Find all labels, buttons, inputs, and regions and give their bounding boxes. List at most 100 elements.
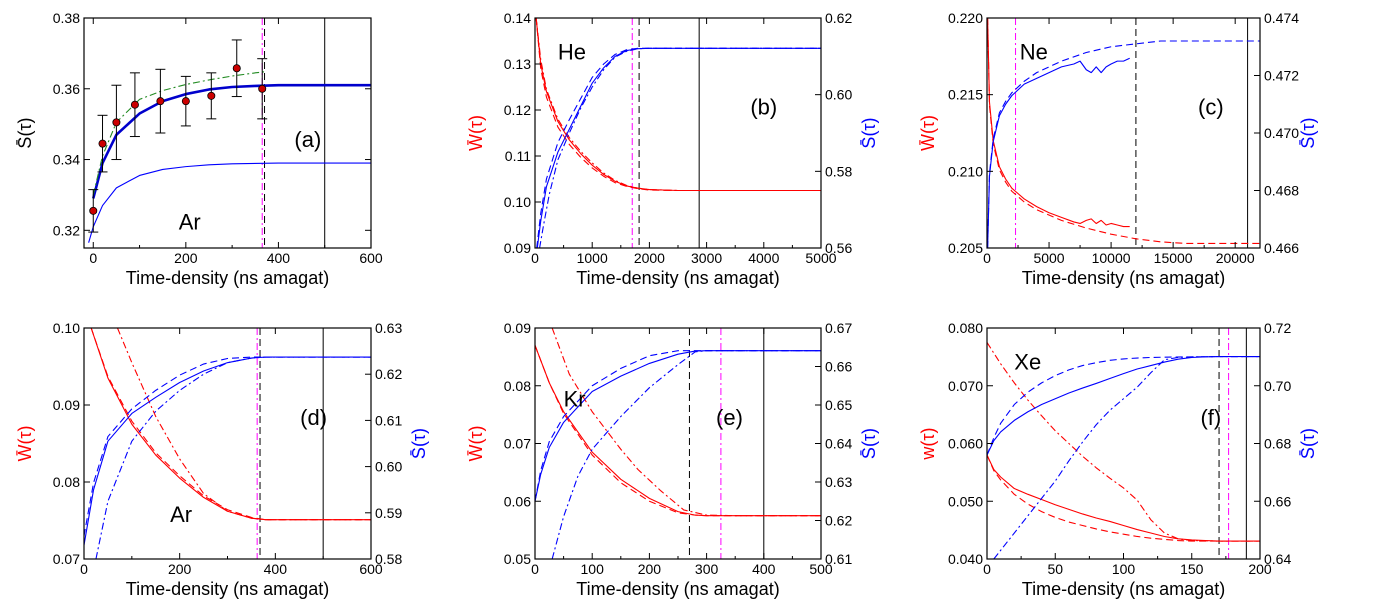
series-line-w-dashdot <box>552 328 821 516</box>
panel-label: (e) <box>716 405 743 430</box>
y-tick-label: 0.040 <box>948 551 983 567</box>
y-tick-label: 0.34 <box>53 152 80 168</box>
y-tick-label: 0.14 <box>504 10 531 26</box>
x-tick-label: 200 <box>174 250 198 266</box>
x-tick-label: 20000 <box>1216 250 1255 266</box>
y-tick-label: 0.11 <box>505 148 531 164</box>
series-line-s-solid <box>535 351 821 502</box>
y-right-tick-label: 0.60 <box>825 87 852 103</box>
y-axis-label: w(τ) <box>918 427 938 460</box>
plot-area <box>89 18 371 248</box>
x-tick-label: 200 <box>168 561 192 577</box>
y-tick-label: 0.06 <box>504 493 531 509</box>
y-right-axis-label: S̄(τ) <box>1298 428 1318 459</box>
plot-area <box>84 328 371 559</box>
gas-label: Ar <box>179 210 201 235</box>
x-tick-label: 0 <box>983 561 991 577</box>
y-tick-label: 0.09 <box>53 397 80 413</box>
y-tick-label: 0.10 <box>504 194 531 210</box>
panel-label: (c) <box>1198 95 1224 120</box>
y-right-tick-label: 0.62 <box>375 366 402 382</box>
x-tick-label: 100 <box>1112 561 1136 577</box>
series-line-s-dashdot <box>540 48 821 248</box>
x-axis-label: Time-density (ns amagat) <box>126 579 329 599</box>
series-line-w-solid <box>89 163 371 243</box>
y-right-tick-label: 0.64 <box>825 436 852 452</box>
y-right-tick-label: 0.470 <box>1264 125 1299 141</box>
plot-area <box>535 328 821 559</box>
x-tick-label: 0 <box>531 250 539 266</box>
x-tick-label: 0 <box>531 561 539 577</box>
y-axis-label: W̄(τ) <box>466 115 486 151</box>
chart-panel-e: 0 100 200 300 400 5000.050.060.070.080.090.61… <box>466 320 879 599</box>
data-point <box>208 92 215 99</box>
y-right-axis-label: S̄(τ) <box>1298 117 1318 148</box>
series-line-s-dashed <box>84 357 371 536</box>
y-right-tick-label: 0.61 <box>825 551 852 567</box>
y-tick-label: 0.10 <box>53 320 80 336</box>
panel-label: (b) <box>750 95 777 120</box>
y-right-tick-label: 0.70 <box>1264 378 1291 394</box>
y-tick-label: 0.32 <box>53 222 80 238</box>
plot-frame <box>535 328 821 559</box>
y-right-tick-label: 0.466 <box>1264 240 1299 256</box>
y-tick-label: 0.210 <box>948 163 983 179</box>
y-right-tick-label: 0.72 <box>1264 320 1291 336</box>
x-tick-label: 50 <box>1047 561 1063 577</box>
y-right-tick-label: 0.58 <box>375 551 402 567</box>
y-tick-label: 0.060 <box>948 436 983 452</box>
y-right-tick-label: 0.64 <box>1264 551 1291 567</box>
plot-frame <box>84 18 371 248</box>
y-right-tick-label: 0.63 <box>825 474 852 490</box>
x-tick-label: 0 <box>80 561 88 577</box>
y-axis-label: W̄(τ) <box>15 425 35 461</box>
y-right-tick-label: 0.58 <box>825 163 852 179</box>
y-tick-label: 0.07 <box>504 436 531 452</box>
x-tick-label: 0 <box>983 250 991 266</box>
y-right-tick-label: 0.62 <box>825 10 852 26</box>
x-tick-label: 5000 <box>1033 250 1064 266</box>
x-tick-label: 0 <box>89 250 97 266</box>
y-tick-label: 0.09 <box>504 240 531 256</box>
x-tick-label: 400 <box>267 250 291 266</box>
x-axis-label: Time-density (ns amagat) <box>576 579 779 599</box>
x-tick-label: 15000 <box>1154 250 1193 266</box>
gas-label: Kr <box>564 387 586 412</box>
chart-panel-a: 0 200 400 600 0.32 0.34 0.36 0.38 Time-density (… <box>15 10 383 288</box>
y-tick-label: 0.215 <box>948 87 983 103</box>
y-axis-label: W̄(τ) <box>918 115 938 151</box>
x-tick-label: 100 <box>581 561 605 577</box>
y-tick-label: 0.07 <box>53 551 80 567</box>
y-tick-label: 0.36 <box>53 81 80 97</box>
series-line-s-dashdot <box>96 357 371 559</box>
x-axis-label: Time-density (ns amagat) <box>1022 579 1225 599</box>
y-tick-label: 0.205 <box>948 240 983 256</box>
x-axis-label: Time-density (ns amagat) <box>576 268 779 288</box>
y-right-tick-label: 0.56 <box>825 240 852 256</box>
x-tick-label: 3000 <box>691 250 722 266</box>
chart-panel-b: 0 1000 2000 3000 4000 5000 0.09 0.10 0.11 0.12 0.1… <box>466 10 879 288</box>
x-tick-label: 400 <box>752 561 776 577</box>
gas-label: Xe <box>1014 350 1041 375</box>
y-tick-label: 0.08 <box>504 378 531 394</box>
series-line-w-solid <box>535 345 821 515</box>
y-right-tick-label: 0.67 <box>825 320 852 336</box>
gas-label: Ne <box>1020 39 1048 64</box>
x-tick-label: 300 <box>695 561 719 577</box>
y-tick-label: 0.12 <box>504 102 531 118</box>
y-right-tick-label: 0.65 <box>825 397 852 413</box>
y-right-axis-label: S̄(τ) <box>859 428 879 459</box>
y-right-tick-label: 0.66 <box>825 359 852 375</box>
y-tick-label: 0.070 <box>948 378 983 394</box>
series-line-s-dashdot <box>994 357 1260 559</box>
x-tick-label: 1000 <box>577 250 608 266</box>
series-line-s-solid <box>537 48 821 248</box>
y-right-tick-label: 0.60 <box>375 459 402 475</box>
data-point <box>157 98 164 105</box>
x-axis-label: Time-density (ns amagat) <box>126 268 329 288</box>
y-right-tick-label: 0.474 <box>1264 10 1299 26</box>
y-right-tick-label: 0.468 <box>1264 183 1299 199</box>
panel-label: (f) <box>1200 405 1221 430</box>
y-tick-label: 0.08 <box>53 474 80 490</box>
